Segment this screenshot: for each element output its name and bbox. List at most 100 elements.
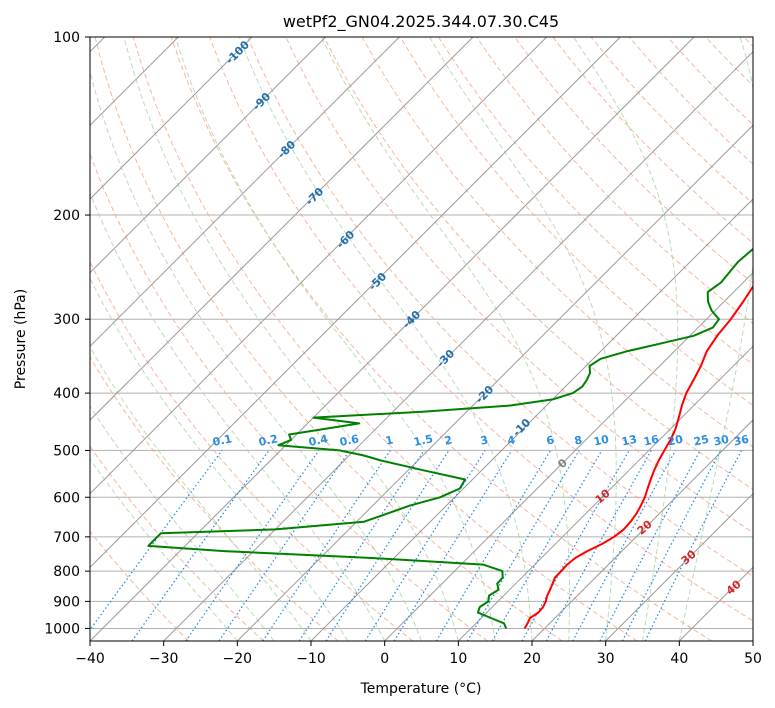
mixing-ratio-line [131,450,270,641]
moist-adiabat [174,37,496,641]
mixing-ratio-line [545,450,652,641]
mixing-ratio-label: 8 [573,433,583,447]
mixing-ratio-label: 0.6 [338,432,360,449]
mixing-ratio-label: 0.1 [211,432,233,449]
mixing-ratio-line [298,450,425,641]
y-tick-label: 700 [53,530,80,546]
dewpoint-profile-line [147,247,753,629]
mixing-ratio-line [90,450,223,631]
mixing-ratio-label: 13 [620,433,638,449]
y-tick-label: 600 [53,490,80,506]
dry-adiabat [437,37,753,365]
isotherm [310,198,753,641]
mixing-ratio-label: 25 [692,433,710,449]
moist-adiabat [90,69,422,641]
moist-adiabat [429,37,617,641]
dry-adiabat [323,37,753,491]
dry-adiabat [170,37,712,641]
isotherm [90,37,253,200]
mixing-ratio-label: 3 [479,433,489,447]
dry-adiabat [90,530,190,641]
moist-adiabat [573,37,679,641]
x-tick-label: 50 [744,651,762,667]
dry-adiabat [90,356,339,641]
moist-adiabat [238,37,533,641]
moist-adiabat [90,405,275,641]
dry-adiabat [132,37,638,641]
x-tick-label: 20 [523,651,541,667]
x-tick-label: −20 [223,651,253,667]
moist-adiabat [321,37,571,641]
dry-adiabat [209,37,753,622]
mixing-ratio-line [572,450,677,641]
y-tick-label: 800 [53,564,80,580]
mixing-ratio-line [325,450,450,641]
moist-adiabat [123,37,459,641]
x-tick-label: −40 [75,651,105,667]
isotherm [163,50,753,641]
x-tick-label: 30 [597,651,615,667]
mixing-ratio-line [185,450,320,641]
mixing-ratio-label: 1 [384,433,394,447]
dry-adiabat [90,152,488,641]
isotherm [90,37,548,495]
x-tick-label: 0 [380,651,389,667]
isotherm [384,271,753,641]
mixing-ratio-line [521,450,630,641]
isotherm [236,124,753,641]
moist-adiabat [90,277,349,641]
mixing-ratio-line [218,450,351,641]
mixing-ratio-line [644,450,743,641]
mixing-ratio-label: 2 [443,433,453,447]
isotherm [457,345,753,641]
moist-adiabat [678,37,753,641]
dry-adiabat [94,37,563,641]
mixing-ratio-label: 0.4 [307,432,329,449]
mixing-ratio-line [621,450,722,641]
y-axis-label: Pressure (hPa) [13,289,29,389]
mixing-ratio-label: 30 [712,433,730,449]
mixing-ratio-label: 6 [545,433,556,447]
y-tick-label: 200 [53,208,80,224]
mixing-ratio-label: 10 [592,433,610,449]
x-axis-label: Temperature (°C) [360,681,482,697]
x-tick-label: 10 [449,651,467,667]
mixing-ratio-line [262,450,391,641]
moist-adiabat [90,191,386,641]
isotherm [90,37,400,348]
moist-adiabat [90,458,238,641]
y-tick-label: 500 [53,443,80,459]
x-tick-label: −30 [149,651,179,667]
isotherm [90,37,695,641]
mixing-ratio-label: 20 [666,433,684,449]
isotherm [531,419,753,641]
plot-frame [89,36,754,642]
isotherm [90,37,621,569]
chart-title: wetPf2_GN04.2025.344.07.30.C45 [283,12,559,32]
dry-adiabat [247,37,753,577]
y-axis: 100 200 300 400 500 600 700 800 900 1000 [44,30,90,637]
mixing-ratio-label: 36 [732,433,750,449]
dry-adiabat [514,37,753,284]
y-tick-label: 400 [53,386,80,402]
y-tick-label: 100 [53,30,80,46]
mixing-ratio-label: 4 [506,433,517,447]
isotherm [605,492,753,641]
mixing-ratio-line [393,450,513,641]
mixing-ratio-label: 0.2 [257,432,279,449]
isotherm [90,37,327,274]
mixing-ratio-label: 16 [642,433,660,449]
isotherm [90,37,474,421]
y-tick-label: 900 [53,594,80,610]
y-tick-label: 1000 [44,621,80,637]
x-tick-label: 40 [670,651,688,667]
x-tick-label: −10 [296,651,326,667]
background-lines [90,37,753,641]
mixing-ratio-label: 1.5 [412,432,434,449]
x-axis: −40 −30 −20 −10 0 10 20 30 40 50 [75,641,762,667]
dry-adiabat [399,37,753,407]
y-tick-label: 300 [53,312,80,328]
temperature-profile-line [523,284,753,629]
